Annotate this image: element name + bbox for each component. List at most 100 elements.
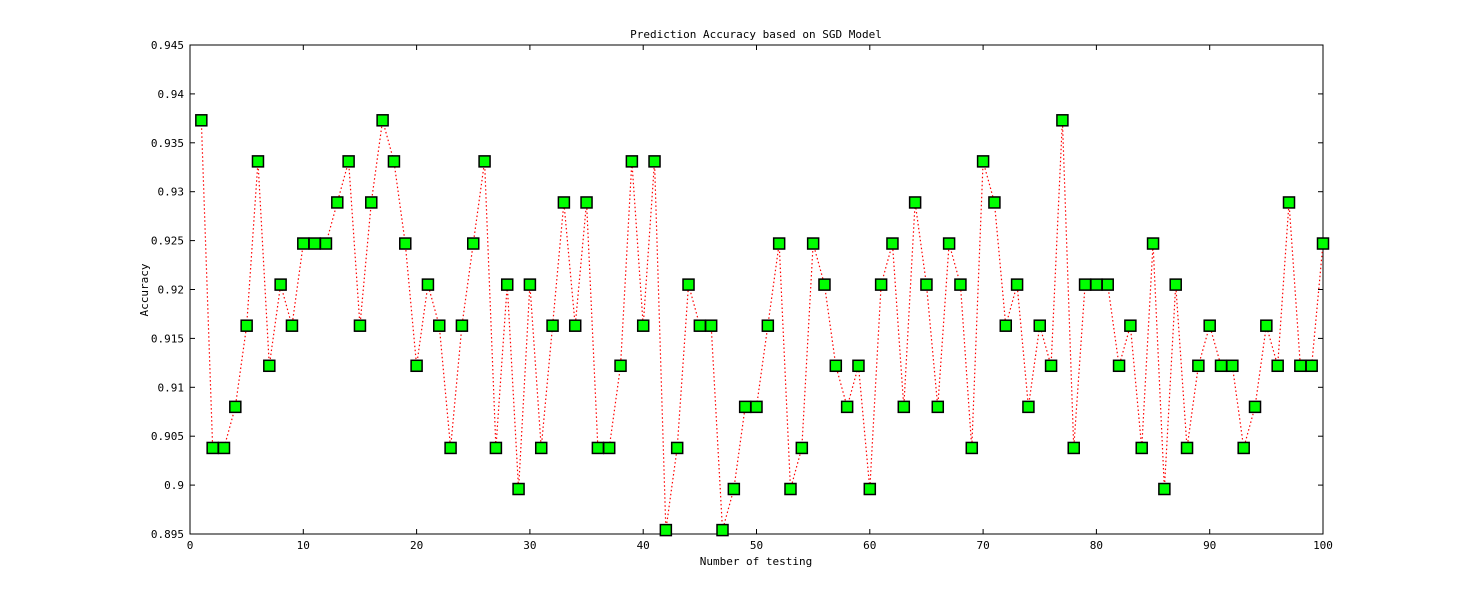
- data-point: [206, 441, 219, 455]
- data-point: [863, 482, 877, 496]
- data-point: [455, 319, 469, 332]
- data-point: [1203, 319, 1216, 332]
- data-point: [319, 237, 333, 250]
- data-point: [240, 319, 253, 332]
- data-point: [1056, 114, 1069, 127]
- y-tick-label: 0.905: [151, 430, 184, 443]
- data-point: [852, 359, 865, 373]
- data-point: [874, 278, 888, 291]
- data-point: [602, 441, 616, 455]
- x-tick-label: 60: [863, 539, 876, 552]
- data-point: [1169, 278, 1182, 291]
- y-tick-label: 0.895: [151, 528, 184, 541]
- data-point: [988, 196, 1001, 209]
- data-point: [1237, 441, 1250, 455]
- data-point: [251, 155, 265, 168]
- data-point: [840, 400, 854, 414]
- data-point: [591, 441, 605, 455]
- data-point: [263, 359, 276, 373]
- data-point: [580, 196, 593, 209]
- data-point: [1010, 278, 1024, 291]
- data-point: [965, 441, 979, 455]
- data-point: [1305, 359, 1318, 373]
- x-tick-label: 70: [976, 539, 989, 552]
- data-point: [716, 523, 729, 537]
- data-point: [772, 237, 786, 250]
- data-point: [410, 359, 423, 373]
- x-tick-label: 100: [1313, 539, 1333, 552]
- data-point: [897, 400, 911, 414]
- x-axis-label: Number of testing: [700, 555, 813, 568]
- data-point: [795, 441, 809, 455]
- data-point: [1192, 359, 1205, 373]
- data-point: [693, 319, 707, 332]
- data-point: [523, 278, 537, 291]
- data-point: [648, 155, 661, 168]
- data-point: [1090, 278, 1103, 291]
- y-tick-label: 0.93: [158, 186, 185, 199]
- x-tick-label: 50: [750, 539, 763, 552]
- data-point: [1135, 441, 1148, 455]
- x-tick-label: 20: [410, 539, 423, 552]
- data-point: [750, 400, 763, 414]
- data-point: [942, 237, 956, 250]
- data-point: [489, 441, 503, 455]
- data-point: [614, 359, 627, 373]
- data-point: [670, 441, 684, 455]
- data-point: [331, 196, 344, 209]
- data-point: [727, 482, 741, 496]
- y-tick-label: 0.94: [158, 88, 185, 101]
- y-tick-label: 0.925: [151, 235, 184, 248]
- chart-title: Prediction Accuracy based on SGD Model: [630, 28, 882, 41]
- data-point: [353, 319, 367, 332]
- series-line: [200, 120, 1324, 531]
- data-point: [557, 196, 571, 209]
- data-point: [1067, 441, 1080, 455]
- data-point: [1124, 319, 1137, 332]
- data-point: [546, 319, 559, 332]
- plot-area: [189, 44, 1324, 535]
- x-axis: 0 10 20 30 40 50 60 70 80 90 100: [187, 45, 1333, 552]
- data-point: [1044, 359, 1058, 373]
- x-tick-label: 10: [297, 539, 310, 552]
- y-axis: 0.895 0.9 0.905 0.91 0.915 0.92 0.925 0.93 0.935…: [151, 39, 1323, 541]
- y-tick-label: 0.92: [158, 284, 185, 297]
- data-point: [761, 319, 775, 332]
- data-point: [444, 441, 457, 455]
- data-point: [829, 359, 843, 373]
- data-point: [636, 319, 650, 332]
- data-point: [195, 114, 208, 127]
- data-point: [806, 237, 820, 250]
- data-point: [376, 114, 389, 127]
- data-point: [625, 155, 639, 168]
- data-point: [217, 441, 231, 455]
- data-point: [285, 319, 299, 332]
- data-point: [1180, 441, 1194, 455]
- data-point: [920, 278, 933, 291]
- data-point: [534, 441, 548, 455]
- data-point: [704, 319, 718, 332]
- x-tick-label: 30: [523, 539, 536, 552]
- data-point: [1158, 482, 1171, 496]
- data-point: [682, 278, 695, 291]
- data-point: [738, 400, 752, 414]
- data-point: [387, 155, 401, 168]
- data-point: [1078, 278, 1092, 291]
- data-point: [1260, 319, 1273, 332]
- x-tick-label: 90: [1203, 539, 1216, 552]
- data-point: [467, 237, 480, 250]
- data-point: [342, 155, 355, 168]
- x-tick-label: 0: [187, 539, 194, 552]
- data-point: [365, 196, 378, 209]
- data-point: [1146, 237, 1160, 250]
- data-point: [399, 237, 412, 250]
- data-point: [229, 400, 242, 414]
- data-point: [1282, 196, 1296, 209]
- data-point: [999, 319, 1013, 332]
- data-point: [908, 196, 922, 209]
- data-point: [886, 237, 899, 250]
- data-point: [1248, 400, 1262, 414]
- data-point: [818, 278, 831, 291]
- data-point: [1101, 278, 1114, 291]
